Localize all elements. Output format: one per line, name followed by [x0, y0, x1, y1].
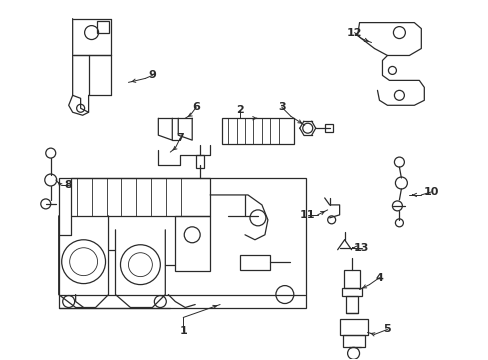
Text: 7: 7 — [176, 133, 184, 143]
Bar — [196, 155, 203, 168]
Text: 4: 4 — [375, 273, 383, 283]
Text: 3: 3 — [278, 102, 285, 112]
Bar — [222, 118, 293, 144]
Text: 9: 9 — [148, 71, 156, 80]
Bar — [71, 178, 210, 216]
Text: 1: 1 — [179, 327, 187, 336]
Bar — [343, 270, 359, 288]
Text: 12: 12 — [346, 28, 362, 37]
Text: 10: 10 — [423, 187, 438, 197]
Bar — [342, 336, 364, 347]
Bar — [59, 178, 305, 307]
Text: 2: 2 — [236, 105, 244, 115]
Text: 13: 13 — [353, 243, 368, 253]
Bar — [240, 255, 269, 270]
Text: 6: 6 — [192, 102, 200, 112]
Text: 5: 5 — [383, 324, 390, 334]
Bar — [339, 319, 367, 336]
Bar — [96, 21, 108, 32]
Bar — [175, 216, 210, 271]
Bar — [345, 296, 357, 314]
Text: 11: 11 — [300, 210, 315, 220]
Bar — [341, 288, 361, 296]
Bar — [324, 124, 332, 132]
Text: 8: 8 — [65, 180, 72, 190]
